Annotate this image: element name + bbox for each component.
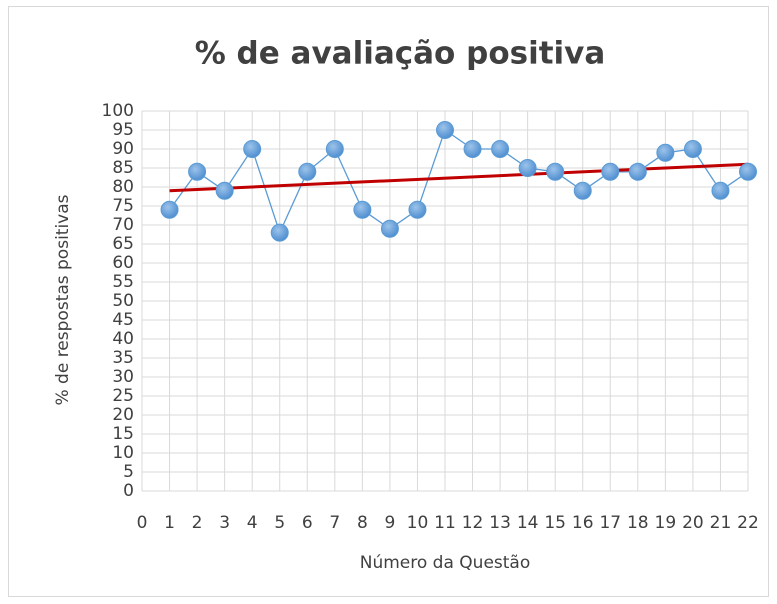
- point: [188, 162, 207, 181]
- x-tick-label: 11: [434, 513, 456, 533]
- x-tick-label: 13: [489, 513, 511, 533]
- x-tick-label: 20: [682, 513, 704, 533]
- y-tick-label: 85: [112, 158, 134, 178]
- y-tick-label: 35: [112, 348, 134, 368]
- point: [683, 140, 702, 158]
- x-tick-label: 1: [164, 513, 175, 533]
- y-tick-label: 50: [112, 291, 134, 311]
- point: [436, 121, 454, 139]
- point: [380, 219, 399, 238]
- trend-line: [169, 162, 749, 193]
- point: [215, 181, 234, 200]
- series-line: [169, 128, 749, 235]
- point: [325, 140, 344, 158]
- y-tick-label: 10: [112, 443, 134, 463]
- y-tick-label: 45: [112, 310, 134, 330]
- point: [463, 140, 482, 158]
- point: [160, 200, 179, 219]
- x-tick-label: 2: [192, 513, 203, 533]
- y-tick-label: 65: [112, 234, 134, 254]
- y-tick-label: 70: [112, 215, 134, 235]
- point: [270, 223, 289, 242]
- x-tick-label: 14: [517, 513, 539, 533]
- y-tick-label: 15: [112, 424, 134, 444]
- y-tick-label: 95: [112, 120, 134, 140]
- x-tick-label: 5: [274, 513, 285, 533]
- y-tick-label: 80: [112, 177, 134, 197]
- y-tick-label: 60: [112, 253, 134, 273]
- x-tick-label: 15: [544, 513, 566, 533]
- point: [408, 200, 427, 219]
- chart-title: % de avaliação positiva: [195, 36, 606, 72]
- point: [739, 162, 757, 181]
- x-tick-label: 16: [572, 513, 594, 533]
- y-tick-label: 20: [112, 405, 134, 425]
- x-tick-label: 6: [302, 513, 313, 533]
- x-tick-label: 7: [329, 513, 340, 533]
- x-tick-label: 22: [737, 513, 759, 533]
- point: [546, 162, 565, 181]
- point: [711, 181, 730, 200]
- x-tick-label: 17: [599, 513, 621, 533]
- x-tick-label: 0: [137, 513, 148, 533]
- point: [353, 200, 372, 219]
- y-tick-label: 90: [112, 139, 134, 159]
- x-tick-label: 21: [710, 513, 732, 533]
- x-tick-label: 4: [247, 513, 258, 533]
- x-tick-label: 9: [384, 513, 395, 533]
- x-tick-label: 8: [357, 513, 368, 533]
- x-tick-label: 3: [219, 513, 230, 533]
- y-tick-label: 75: [112, 196, 134, 216]
- y-tick-label: 0: [123, 481, 134, 501]
- point: [656, 143, 675, 162]
- x-tick-label: 19: [655, 513, 677, 533]
- y-tick-label: 100: [102, 101, 134, 121]
- point: [573, 181, 592, 200]
- point: [518, 159, 537, 177]
- y-axis-label: % de respostas positivas: [53, 194, 73, 405]
- point: [628, 162, 647, 181]
- x-tick-label: 10: [407, 513, 429, 533]
- x-axis-label: Número da Questão: [360, 553, 531, 573]
- y-tick-label: 25: [112, 386, 134, 406]
- x-tick-label: 18: [627, 513, 649, 533]
- point: [491, 140, 510, 158]
- point: [601, 162, 620, 181]
- y-tick-label: 55: [112, 272, 134, 292]
- y-tick-label: 5: [123, 462, 134, 482]
- y-tick-label: 30: [112, 367, 134, 387]
- point: [298, 162, 317, 181]
- point: [243, 140, 262, 158]
- x-tick-label: 12: [462, 513, 484, 533]
- y-tick-label: 40: [112, 329, 134, 349]
